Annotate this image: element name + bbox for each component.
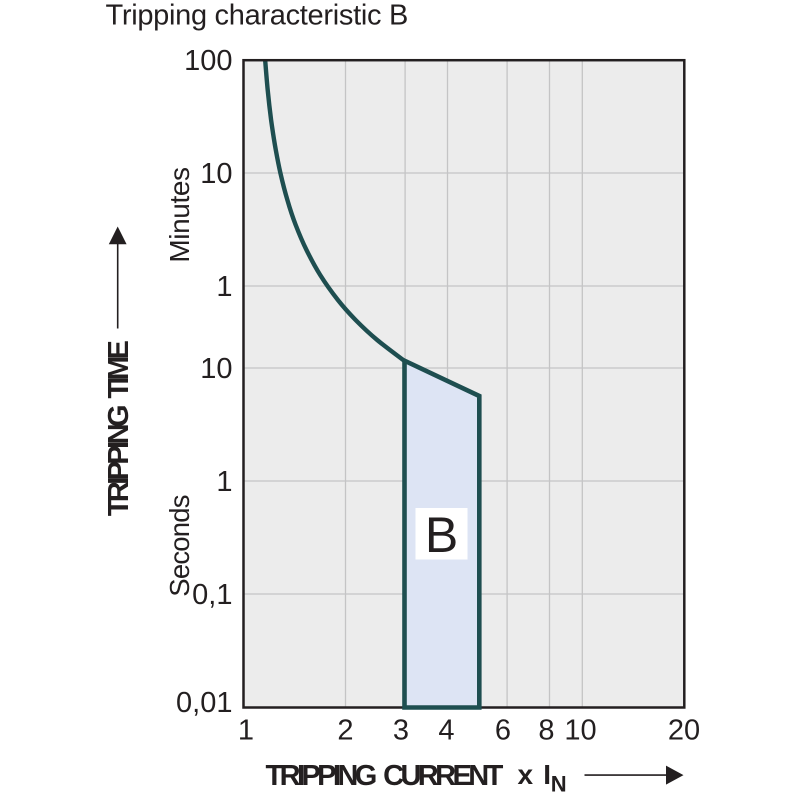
svg-text:8: 8: [538, 715, 554, 747]
svg-text:TRIPPING CURRENT: TRIPPING CURRENT: [266, 760, 504, 792]
svg-text:1: 1: [238, 715, 254, 747]
svg-text:Tripping characteristic B: Tripping characteristic B: [106, 0, 408, 32]
svg-text:20: 20: [668, 715, 700, 747]
svg-text:0,1: 0,1: [192, 579, 232, 611]
svg-text:1: 1: [216, 271, 232, 303]
svg-text:N: N: [551, 772, 567, 797]
svg-text:2: 2: [337, 715, 353, 747]
svg-text:TRIPPING TIME: TRIPPING TIME: [103, 341, 135, 517]
svg-text:10: 10: [200, 158, 232, 190]
svg-text:10: 10: [564, 715, 596, 747]
svg-text:Seconds: Seconds: [164, 495, 195, 596]
svg-text:4: 4: [438, 715, 454, 747]
svg-text:0,01: 0,01: [176, 687, 232, 719]
svg-text:6: 6: [495, 715, 511, 747]
svg-text:1: 1: [216, 466, 232, 498]
svg-text:B: B: [425, 507, 458, 563]
svg-text:x: x: [518, 759, 534, 790]
svg-text:I: I: [543, 759, 551, 790]
svg-text:10: 10: [200, 353, 232, 385]
svg-text:3: 3: [393, 715, 409, 747]
svg-text:Minutes: Minutes: [164, 167, 195, 262]
svg-text:100: 100: [184, 45, 232, 77]
